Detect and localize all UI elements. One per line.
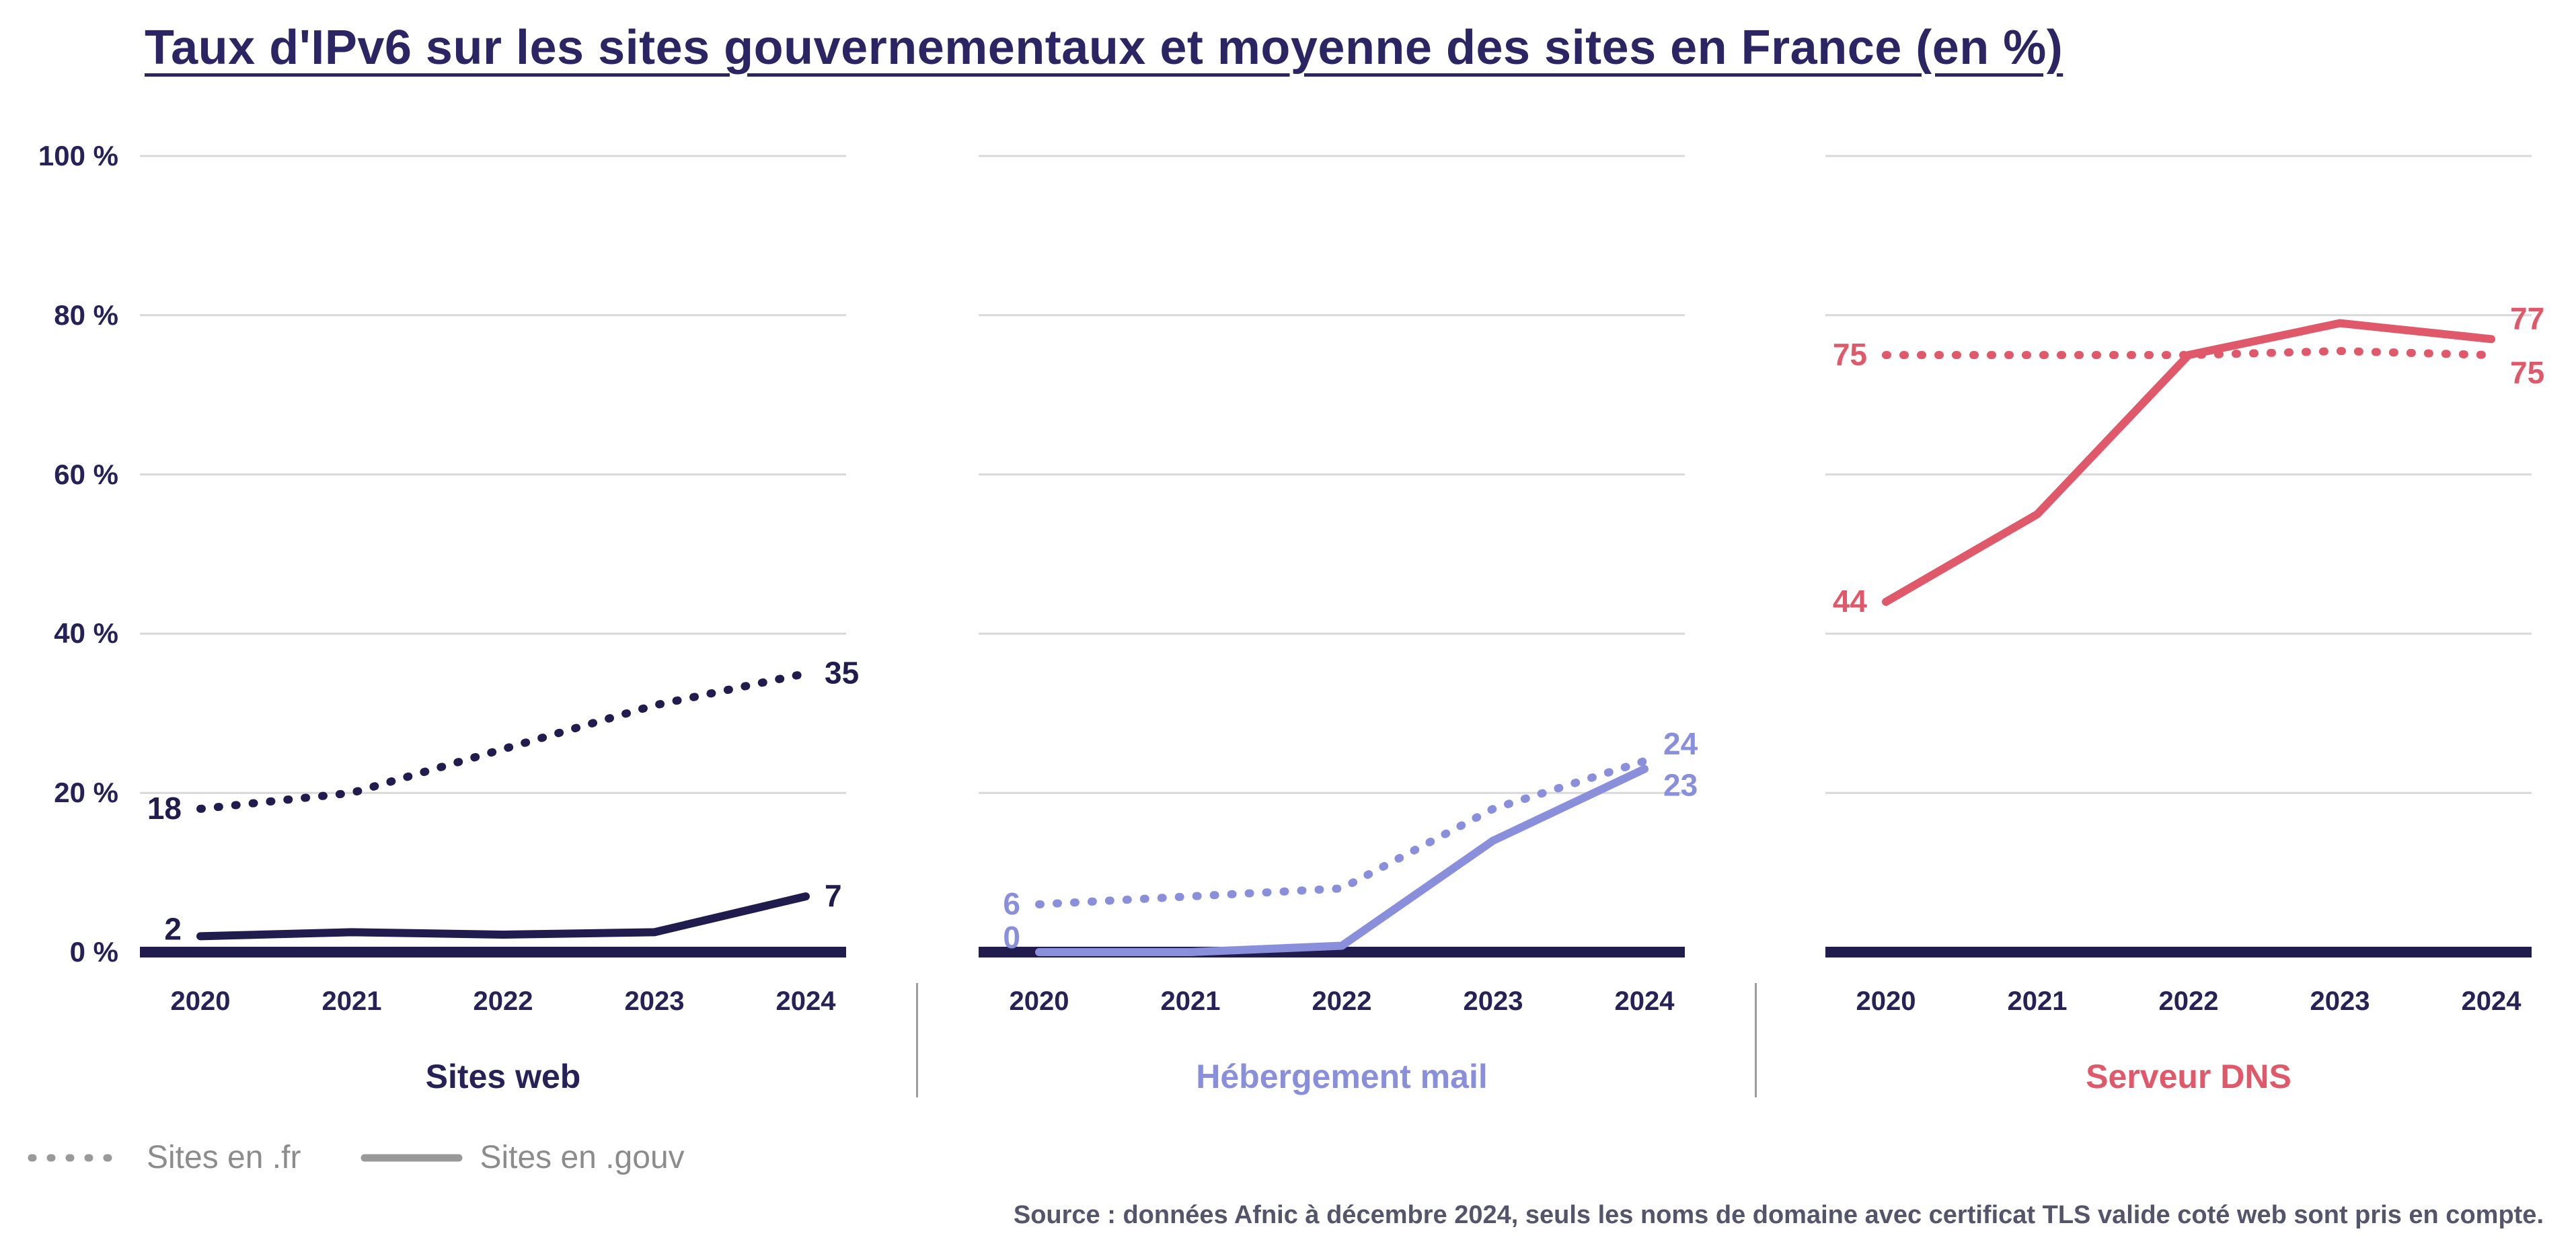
series-line-solid <box>196 892 810 941</box>
series-line-dotted <box>196 669 810 813</box>
y-axis-tick-label: 20 % <box>54 777 118 809</box>
value-label: 44 <box>1833 584 1868 619</box>
value-label: 75 <box>2510 355 2544 390</box>
value-label: 24 <box>1663 726 1698 761</box>
year-label: 2022 <box>1312 986 1372 1016</box>
value-label: 75 <box>1833 337 1867 372</box>
year-label: 2024 <box>2462 986 2522 1016</box>
value-label: 23 <box>1663 768 1698 803</box>
year-label: 2023 <box>625 986 685 1016</box>
value-label: 35 <box>825 656 859 691</box>
panel-hebergement-mail: 60 24 23 2020 2021 2022 2023 2024 Hébergement ma… <box>979 155 1698 1095</box>
year-label: 2023 <box>1464 986 1523 1016</box>
value-label: 7 <box>825 878 842 913</box>
legend-item-gouv: Sites en .gouv <box>361 1139 685 1176</box>
value-label: 77 <box>2510 301 2544 336</box>
y-axis-tick-label: 0 % <box>69 936 118 968</box>
year-label: 2021 <box>2008 986 2068 1016</box>
panel-divider <box>916 983 918 1097</box>
dotted-line-sample-icon <box>28 1154 130 1161</box>
year-label: 2020 <box>1856 986 1916 1016</box>
chart-title: Taux d'IPv6 sur les sites gouvernementau… <box>145 21 2063 75</box>
year-label: 2022 <box>2159 986 2219 1016</box>
year-label: 2024 <box>1615 986 1675 1016</box>
y-axis: 100 % 80 % 60 % 40 % 20 % 0 % <box>0 0 118 1076</box>
value-label: 0 <box>1003 920 1020 955</box>
panel-title: Hébergement mail <box>1196 1058 1487 1095</box>
y-axis-tick-label: 100 % <box>38 140 118 171</box>
series-line-dotted <box>1035 756 1649 908</box>
legend: Sites en .fr Sites en .gouv <box>28 1139 685 1176</box>
series-line-solid <box>1882 319 2495 607</box>
panel-title: Sites web <box>426 1058 581 1095</box>
y-axis-tick-label: 40 % <box>54 617 118 650</box>
year-label: 2024 <box>776 986 837 1016</box>
year-label: 2021 <box>1161 986 1221 1016</box>
year-label: 2020 <box>1010 986 1069 1016</box>
panel-sites-web: 18 2 35 7 2020 2021 2022 2023 2024 Sites web <box>140 155 859 1095</box>
value-label: 18 <box>147 791 182 826</box>
solid-line-sample-icon <box>361 1154 463 1161</box>
year-label: 2023 <box>2310 986 2370 1016</box>
legend-label-fr: Sites en .fr <box>147 1140 301 1175</box>
value-label: 6 <box>1003 886 1020 921</box>
series-line-solid <box>1035 765 1649 956</box>
panel-title: Serveur DNS <box>2086 1058 2291 1095</box>
year-label: 2022 <box>473 986 533 1016</box>
legend-label-gouv: Sites en .gouv <box>480 1140 685 1175</box>
source-note: Source : données Afnic à décembre 2024, … <box>1013 1201 2544 1229</box>
y-axis-tick-label: 80 % <box>54 299 118 331</box>
year-label: 2020 <box>171 986 231 1016</box>
y-axis-tick-label: 60 % <box>54 458 118 490</box>
panel-serveur-dns: 75 44 77 75 2020 2021 2022 2023 2024 Serveur DNS <box>1825 155 2544 1095</box>
year-label: 2021 <box>322 986 382 1016</box>
value-label: 2 <box>164 911 182 946</box>
legend-item-fr: Sites en .fr <box>28 1139 301 1176</box>
panel-divider <box>1755 983 1757 1097</box>
